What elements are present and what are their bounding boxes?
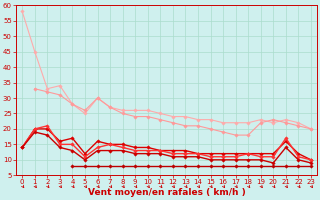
X-axis label: Vent moyen/en rafales ( km/h ): Vent moyen/en rafales ( km/h ) (88, 188, 245, 197)
